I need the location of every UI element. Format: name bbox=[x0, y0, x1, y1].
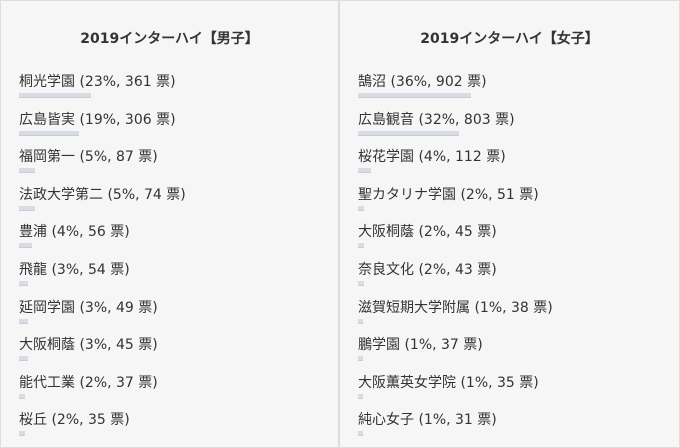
boys-poll-item-bar bbox=[19, 356, 28, 361]
boys-poll-panel: 2019インターハイ【男子】 桐光学園 (23%, 361 票) 広島皆実 (19… bbox=[0, 0, 339, 448]
girls-poll-item-bar bbox=[358, 243, 364, 248]
girls-poll-item-bar bbox=[358, 281, 364, 286]
boys-poll-item-label: 能代工業 (2%, 37 票) bbox=[19, 375, 158, 391]
girls-poll-item-label: 鵠沼 (36%, 902 票) bbox=[358, 74, 487, 90]
girls-poll-item-bar bbox=[358, 394, 363, 399]
boys-poll-item-bar bbox=[19, 243, 32, 248]
boys-poll-item-label: 桜丘 (2%, 35 票) bbox=[19, 412, 130, 428]
girls-poll-item-label: 滋賀短期大学附属 (1%, 38 票) bbox=[358, 300, 553, 316]
girls-poll-item-label: 広島観音 (32%, 803 票) bbox=[358, 112, 515, 128]
girls-poll-item-bar bbox=[358, 356, 363, 361]
girls-poll-item-bar bbox=[358, 319, 363, 324]
boys-poll-item-bar bbox=[19, 168, 35, 173]
girls-poll-item-bar bbox=[358, 131, 459, 136]
boys-poll-item-label: 大阪桐蔭 (3%, 45 票) bbox=[19, 337, 158, 353]
girls-poll-item-bar bbox=[358, 93, 471, 98]
boys-poll-item-bar bbox=[19, 93, 91, 98]
boys-poll-item-bar bbox=[19, 394, 25, 399]
boys-poll-item-bar bbox=[19, 319, 28, 324]
boys-poll-item-bar bbox=[19, 431, 25, 436]
girls-poll-item-bar bbox=[358, 431, 363, 436]
boys-poll-item-label: 飛龍 (3%, 54 票) bbox=[19, 262, 130, 278]
boys-poll-item-label: 法政大学第二 (5%, 74 票) bbox=[19, 187, 186, 203]
girls-poll-item-label: 鵬学園 (1%, 37 票) bbox=[358, 337, 483, 353]
boys-poll-item-bar bbox=[19, 206, 35, 211]
girls-poll-item-label: 奈良文化 (2%, 43 票) bbox=[358, 262, 497, 278]
girls-poll-item-label: 大阪薫英女学院 (1%, 35 票) bbox=[358, 375, 539, 391]
girls-poll-item-bar bbox=[358, 168, 371, 173]
girls-poll-title: 2019インターハイ【女子】 bbox=[420, 31, 599, 47]
boys-poll-item-label: 桐光学園 (23%, 361 票) bbox=[19, 74, 176, 90]
girls-poll-item-label: 大阪桐蔭 (2%, 45 票) bbox=[358, 224, 497, 240]
girls-poll-item-bar bbox=[358, 206, 364, 211]
girls-poll-panel: 2019インターハイ【女子】 鵠沼 (36%, 902 票) 広島観音 (32%,… bbox=[339, 0, 680, 448]
boys-poll-item-label: 福岡第一 (5%, 87 票) bbox=[19, 149, 158, 165]
girls-poll-item-label: 桜花学園 (4%, 112 票) bbox=[358, 149, 506, 165]
girls-poll-item-label: 純心女子 (1%, 31 票) bbox=[358, 412, 497, 428]
boys-poll-item-label: 広島皆実 (19%, 306 票) bbox=[19, 112, 176, 128]
girls-poll-item-label: 聖カタリナ学園 (2%, 51 票) bbox=[358, 187, 539, 203]
boys-poll-item-label: 豊浦 (4%, 56 票) bbox=[19, 224, 130, 240]
boys-poll-title: 2019インターハイ【男子】 bbox=[80, 31, 259, 47]
boys-poll-item-bar bbox=[19, 131, 79, 136]
boys-poll-item-label: 延岡学園 (3%, 49 票) bbox=[19, 300, 158, 316]
boys-poll-item-bar bbox=[19, 281, 28, 286]
